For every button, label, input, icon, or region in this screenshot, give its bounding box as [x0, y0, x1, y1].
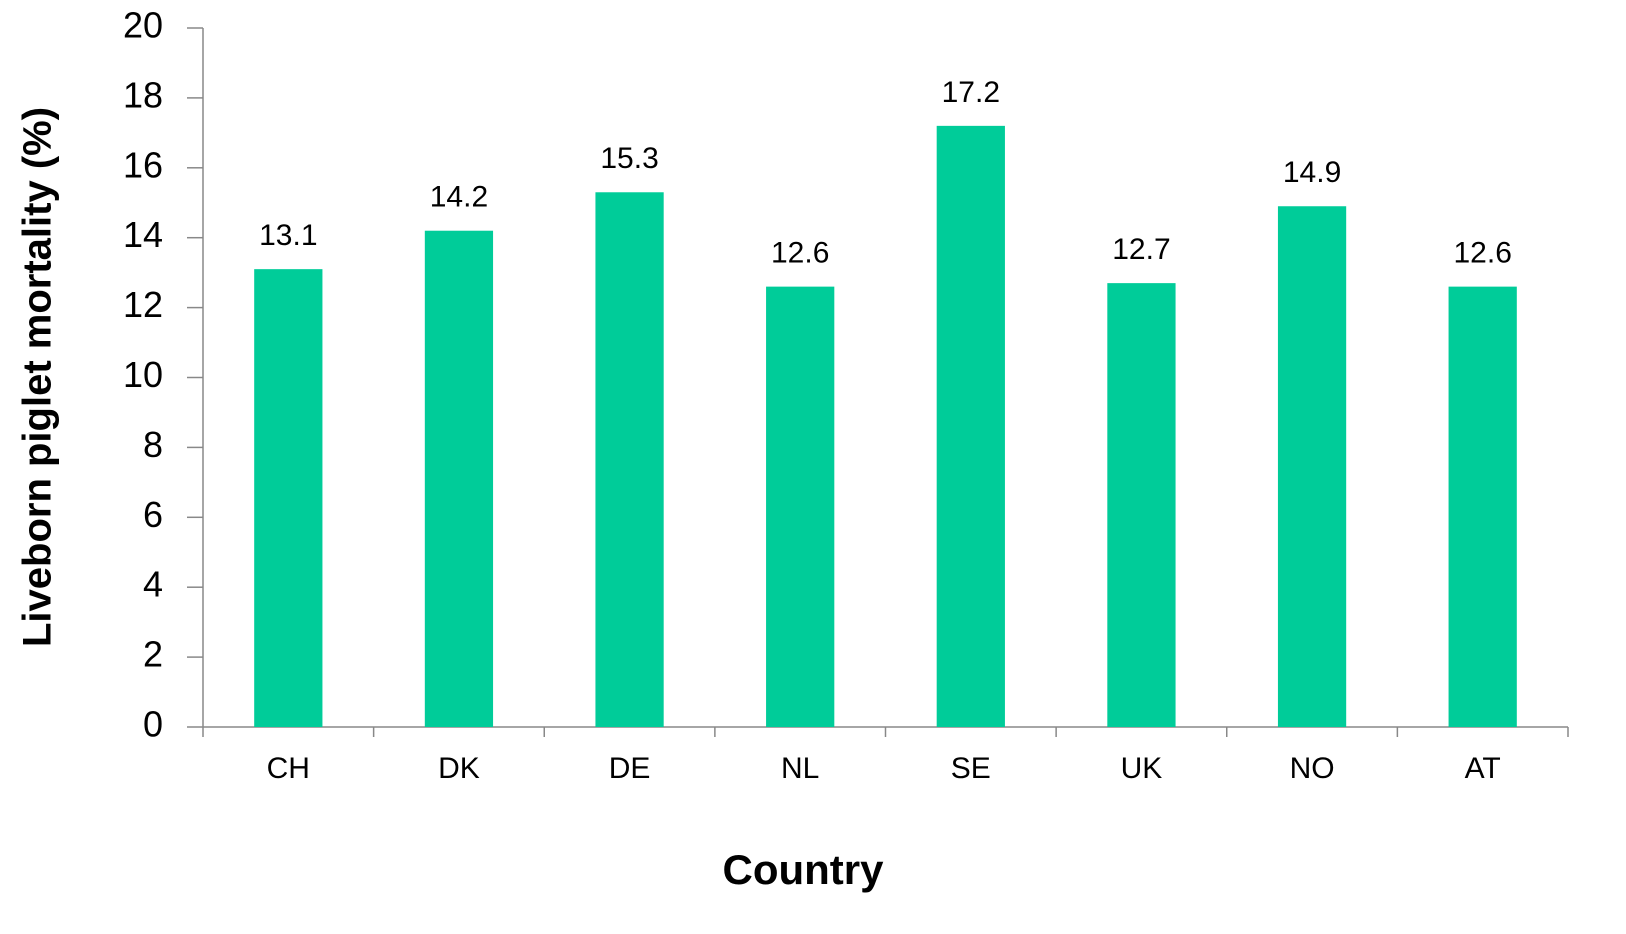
bar — [254, 269, 323, 727]
data-label: 14.2 — [430, 181, 488, 214]
data-label: 14.9 — [1283, 156, 1341, 189]
y-tick-label: 2 — [143, 634, 163, 675]
x-axis-title: Country — [723, 846, 885, 893]
y-axis-title: Liveborn piglet mortality (%) — [16, 107, 60, 647]
x-tick-label: NL — [781, 752, 819, 785]
bar — [1448, 286, 1517, 727]
y-tick-label: 8 — [143, 424, 163, 465]
x-tick-label: CH — [267, 752, 310, 785]
y-tick-label: 10 — [123, 354, 163, 395]
bar — [1277, 206, 1347, 727]
data-label: 12.6 — [771, 237, 829, 270]
y-tick-label: 12 — [123, 284, 163, 325]
data-label: 17.2 — [942, 76, 1000, 109]
y-tick-label: 4 — [143, 564, 163, 605]
x-tick-label: DE — [609, 752, 651, 785]
data-label: 15.3 — [600, 142, 658, 175]
data-label: 12.6 — [1453, 237, 1511, 270]
x-tick-label: SE — [951, 752, 991, 785]
y-tick-label: 18 — [123, 74, 163, 115]
y-tick-label: 14 — [123, 214, 163, 255]
bar — [936, 125, 1005, 728]
data-label: 12.7 — [1112, 233, 1170, 266]
y-tick-label: 16 — [123, 144, 163, 185]
x-tick-label: DK — [438, 752, 480, 785]
x-tick-label: NO — [1290, 752, 1335, 785]
data-label: 13.1 — [259, 219, 317, 252]
y-tick-label: 6 — [143, 494, 163, 535]
y-tick-label: 20 — [123, 5, 163, 46]
bar — [595, 192, 664, 727]
x-tick-label: UK — [1121, 752, 1163, 785]
bar — [1107, 283, 1176, 727]
y-tick-label: 0 — [143, 704, 163, 745]
bar — [766, 286, 835, 727]
bar — [424, 230, 494, 727]
x-tick-label: AT — [1465, 752, 1501, 785]
